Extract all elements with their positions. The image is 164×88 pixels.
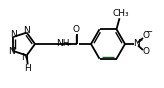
Text: N: N [10,30,17,39]
Text: N: N [134,40,140,48]
Text: O: O [143,32,150,40]
Text: −: − [145,27,153,37]
Text: NH: NH [56,40,70,48]
Text: O: O [143,48,150,56]
Text: N: N [23,26,30,35]
Text: O: O [72,25,80,34]
Text: N: N [21,53,28,62]
Text: H: H [24,64,31,73]
Text: +: + [137,38,142,43]
Text: CH₃: CH₃ [112,9,129,18]
Text: N: N [8,47,15,56]
